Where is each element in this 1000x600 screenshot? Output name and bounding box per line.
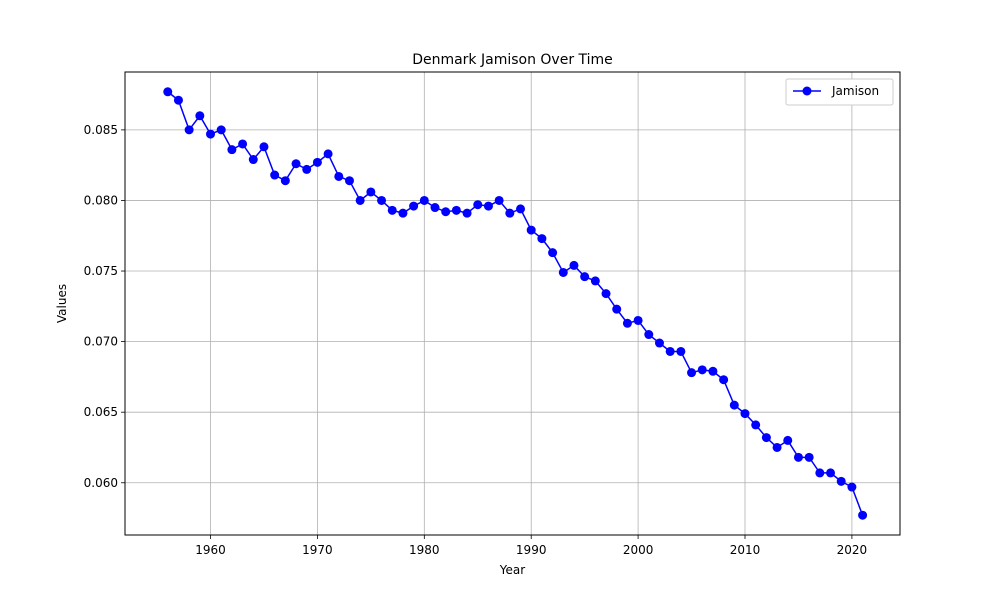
data-point: [580, 272, 590, 282]
data-point: [612, 304, 622, 314]
data-point: [227, 145, 237, 155]
x-tick-label: 1970: [302, 543, 333, 557]
data-point: [344, 176, 354, 186]
data-point: [633, 315, 643, 325]
data-point: [751, 420, 761, 430]
y-axis-label: Values: [55, 284, 69, 323]
grid: [125, 72, 900, 535]
x-tick-label: 2020: [837, 543, 868, 557]
data-point: [248, 155, 258, 165]
data-point: [377, 195, 387, 205]
y-tick-label: 0.080: [84, 193, 118, 207]
data-point: [665, 346, 675, 356]
y-tick-label: 0.065: [84, 405, 118, 419]
data-point: [355, 195, 365, 205]
x-tick-label: 1960: [195, 543, 226, 557]
data-point: [398, 208, 408, 218]
data-point: [772, 442, 782, 452]
data-point: [280, 176, 290, 186]
legend-label: Jamison: [831, 84, 879, 98]
x-axis-label: Year: [499, 563, 525, 577]
data-point: [216, 125, 226, 135]
data-point: [409, 201, 419, 211]
y-tick-label: 0.085: [84, 123, 118, 137]
plot-area-frame: [124, 71, 901, 536]
data-point: [761, 433, 771, 443]
data-point: [708, 366, 718, 376]
data-point: [622, 318, 632, 328]
data-point: [505, 208, 515, 218]
legend: Jamison: [785, 78, 894, 106]
data-point: [729, 400, 739, 410]
data-point: [173, 95, 183, 105]
data-point: [270, 170, 280, 180]
chart-title: Denmark Jamison Over Time: [412, 52, 613, 68]
data-point: [815, 468, 825, 478]
data-point: [323, 149, 333, 159]
data-point: [238, 139, 248, 149]
data-point: [366, 187, 376, 197]
y-tick-label: 0.070: [84, 335, 118, 349]
data-point: [590, 276, 600, 286]
data-point: [783, 435, 793, 445]
data-point: [740, 409, 750, 419]
data-point: [473, 200, 483, 210]
legend-box: [785, 78, 894, 106]
y-tick-label: 0.075: [84, 264, 118, 278]
y-tick-label: 0.060: [84, 476, 118, 490]
axis-ticks: 1960 1970 1980 1990 2000 2010 2020 0.060 0.065 0.…: [84, 123, 868, 557]
data-point: [654, 338, 664, 348]
data-point: [441, 207, 451, 217]
data-point: [644, 330, 654, 340]
data-point: [826, 468, 836, 478]
data-point: [558, 267, 568, 277]
x-tick-label: 1980: [409, 543, 440, 557]
data-point: [847, 482, 857, 492]
series-layer: [163, 87, 868, 520]
data-point: [195, 111, 205, 121]
data-point: [163, 87, 173, 97]
data-point: [291, 159, 301, 169]
data-point: [526, 225, 536, 235]
data-point: [419, 195, 429, 205]
data-point: [676, 346, 686, 356]
data-point: [804, 452, 814, 462]
data-point: [451, 205, 461, 215]
x-tick-label: 1990: [516, 543, 547, 557]
data-point: [184, 125, 194, 135]
legend-marker: [802, 86, 812, 96]
data-point: [569, 260, 579, 270]
data-point: [494, 195, 504, 205]
data-point: [387, 205, 397, 215]
data-point: [719, 375, 729, 385]
data-point: [836, 476, 846, 486]
data-point: [793, 452, 803, 462]
data-point: [687, 368, 697, 378]
data-point: [259, 142, 269, 152]
data-point: [334, 171, 344, 181]
data-point: [548, 248, 558, 258]
x-tick-label: 2010: [730, 543, 761, 557]
data-point: [312, 157, 322, 167]
data-point: [206, 129, 216, 139]
data-point: [430, 203, 440, 213]
data-point: [483, 201, 493, 211]
data-point: [601, 289, 611, 299]
data-point: [516, 204, 526, 214]
data-point: [462, 208, 472, 218]
data-point: [537, 234, 547, 244]
data-point: [858, 510, 868, 520]
data-point: [302, 164, 312, 174]
data-point: [697, 365, 707, 375]
x-tick-label: 2000: [623, 543, 654, 557]
